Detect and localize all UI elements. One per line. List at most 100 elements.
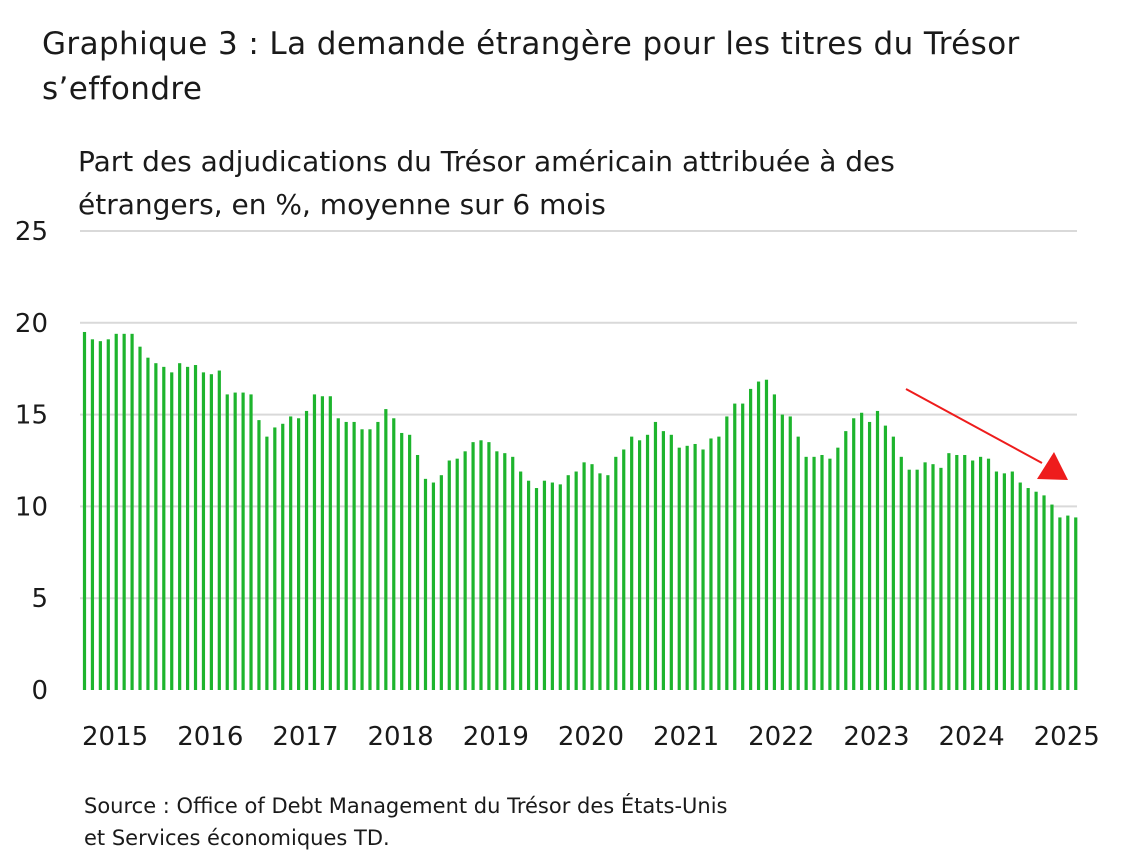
bar [788, 416, 792, 690]
bar [1074, 517, 1078, 690]
bar [645, 434, 650, 690]
bar [622, 449, 626, 690]
bar [717, 436, 721, 690]
bar [82, 331, 87, 690]
bar [98, 341, 102, 690]
bar [1018, 482, 1022, 690]
source-line-2: et Services économiques TD. [84, 826, 390, 850]
bar [431, 482, 436, 690]
bar [669, 434, 673, 690]
bar [978, 456, 983, 690]
bar [820, 454, 824, 690]
x-tick-label: 2020 [558, 722, 624, 752]
bar [360, 429, 364, 690]
bar [598, 473, 602, 690]
bar [971, 460, 975, 690]
bar [249, 394, 253, 690]
bar [606, 475, 610, 690]
bar [170, 372, 174, 690]
bar [931, 464, 935, 690]
bar [511, 456, 515, 690]
bar [415, 454, 420, 690]
bar [1010, 471, 1014, 690]
bar [257, 420, 261, 690]
bar [455, 458, 459, 690]
bar [772, 394, 777, 690]
bar [471, 442, 475, 690]
bar [1026, 488, 1030, 690]
chart-subtitle-line-2: étrangers, en %, moyenne sur 6 mois [78, 188, 606, 221]
bar [281, 423, 285, 690]
bar [875, 410, 880, 690]
bar [408, 434, 412, 690]
bar [1066, 515, 1070, 690]
bar [693, 443, 697, 690]
bar-series [82, 331, 1078, 690]
bar [503, 453, 507, 690]
bar [1034, 491, 1038, 690]
bar [749, 388, 753, 690]
bar [1042, 495, 1046, 690]
bar [400, 432, 404, 690]
chart-title: Graphique 3 : La demande étrangère pour … [42, 22, 1122, 112]
bar [225, 394, 229, 690]
x-tick-label: 2019 [463, 722, 529, 752]
x-tick-label: 2023 [843, 722, 909, 752]
bar [1050, 504, 1054, 690]
bar [955, 454, 959, 690]
bar [804, 456, 808, 690]
bar [677, 447, 681, 690]
bar [963, 454, 967, 690]
bar [883, 425, 888, 690]
trend-arrow-line [905, 388, 1043, 464]
x-axis-tick-labels: 2015 2016 2017 2018 2019 2020 2021 2022 2023 2024… [82, 722, 1100, 752]
bar [1058, 517, 1062, 690]
bar [320, 396, 324, 690]
bar [685, 445, 689, 690]
bar [542, 480, 547, 690]
trend-annotation [905, 388, 1068, 480]
x-tick-label: 2017 [272, 722, 338, 752]
bar [297, 418, 301, 690]
bar [638, 440, 642, 690]
bar [154, 363, 158, 690]
bar [741, 403, 745, 690]
bar [304, 410, 309, 690]
bar [447, 460, 451, 690]
bar [661, 431, 665, 690]
y-tick-label: 5 [31, 584, 48, 614]
bar [725, 416, 729, 690]
bar [986, 458, 991, 690]
bar [994, 471, 999, 690]
y-tick-label: 20 [15, 309, 48, 339]
bar [812, 456, 816, 690]
bar [193, 365, 198, 690]
bar [479, 440, 483, 690]
bar [852, 418, 856, 690]
x-tick-label: 2016 [177, 722, 243, 752]
bar [392, 418, 396, 690]
y-tick-label: 10 [15, 492, 48, 522]
bar [701, 449, 705, 690]
bar [733, 403, 737, 690]
bar [265, 436, 269, 690]
bar [423, 478, 428, 690]
bar [590, 464, 594, 690]
bar [1002, 473, 1006, 690]
bar [574, 471, 578, 690]
y-axis-tick-labels: 0 5 10 15 20 25 [15, 217, 48, 706]
bar [526, 480, 531, 690]
bar [907, 469, 911, 690]
bar [487, 442, 491, 690]
bar [534, 488, 539, 690]
bar [384, 409, 388, 690]
bar [780, 414, 784, 690]
bar [162, 366, 166, 690]
bar [217, 370, 221, 690]
bar [114, 333, 118, 690]
bar [756, 381, 761, 690]
bar [201, 372, 206, 690]
bar [519, 471, 523, 690]
gridlines [80, 230, 1077, 600]
bar [328, 396, 332, 690]
